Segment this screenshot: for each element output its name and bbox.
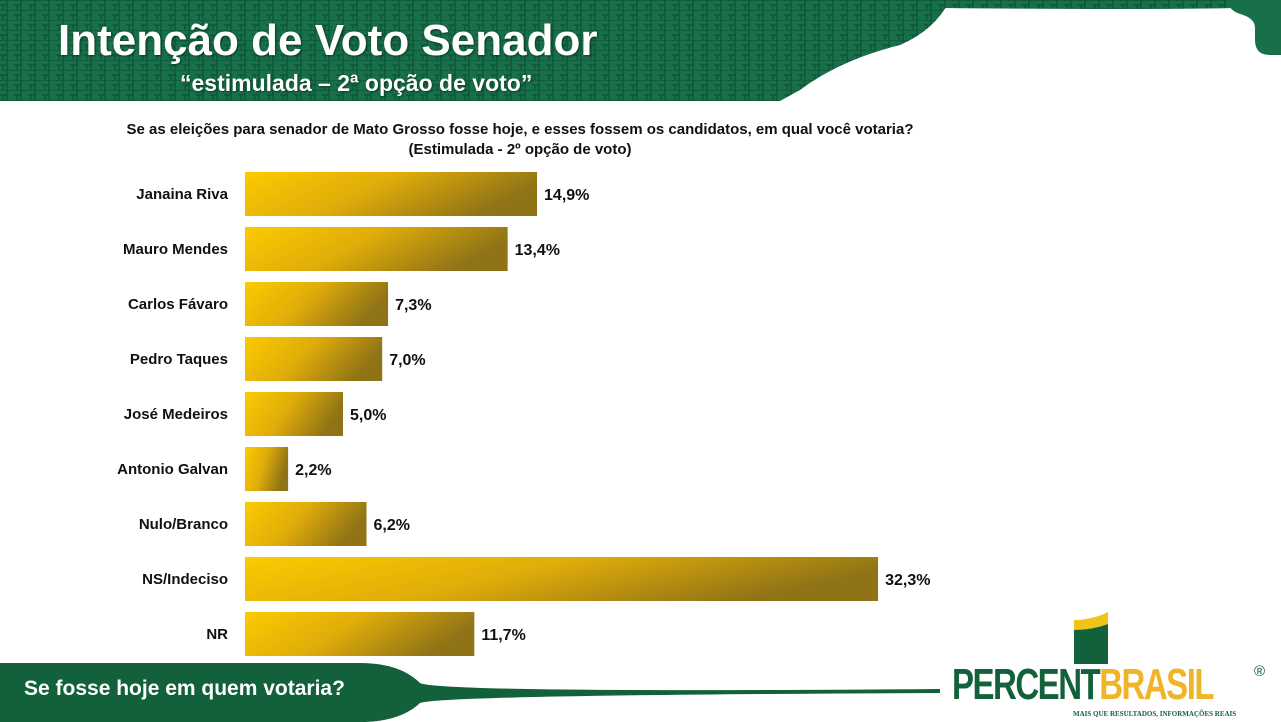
category-label: NR xyxy=(206,626,228,643)
data-label: 7,0% xyxy=(389,352,425,369)
logo-tagline: MAIS QUE RESULTADOS, INFORMAÇÕES REAIS xyxy=(1073,710,1237,718)
data-label: 13,4% xyxy=(515,242,560,259)
category-label: Carlos Fávaro xyxy=(128,296,228,313)
bar xyxy=(245,502,367,546)
logo-part1: PERCENT xyxy=(952,660,1101,709)
category-label: Pedro Taques xyxy=(130,351,228,368)
logo-part2: BRASIL xyxy=(1099,660,1214,709)
category-label: NS/Indeciso xyxy=(142,571,228,588)
data-label: 11,7% xyxy=(481,627,525,644)
bar xyxy=(245,612,475,656)
bar xyxy=(245,557,879,601)
data-label: 7,3% xyxy=(395,297,431,314)
bar-chart: Janaina Riva 14,9% Mauro Mendes 13,4% Carlos… xyxy=(117,172,930,656)
bar xyxy=(245,392,343,436)
data-label: 6,2% xyxy=(374,517,410,534)
category-label: Nulo/Branco xyxy=(139,516,228,533)
page-subtitle: “estimulada – 2ª opção de voto” xyxy=(180,70,533,96)
data-label: 32,3% xyxy=(885,572,930,589)
bar xyxy=(245,172,538,216)
registered-mark: ® xyxy=(1254,663,1266,680)
bar xyxy=(245,227,508,271)
bar xyxy=(245,447,289,491)
percentbrasil-logo: PERCENTBRASIL xyxy=(952,663,1215,707)
category-label: Mauro Mendes xyxy=(123,241,228,258)
footer-banner xyxy=(0,663,940,722)
data-label: 2,2% xyxy=(295,462,331,479)
category-label: José Medeiros xyxy=(124,406,228,423)
category-label: Janaina Riva xyxy=(136,186,228,203)
header-banner xyxy=(0,0,1281,101)
page-title: Intenção de Voto Senador xyxy=(58,16,598,65)
bar xyxy=(245,337,383,381)
footer-text: Se fosse hoje em quem votaria? xyxy=(24,677,345,700)
bar xyxy=(245,282,389,326)
logo-icon xyxy=(1074,612,1108,664)
chart-title: Se as eleições para senador de Mato Gros… xyxy=(126,121,914,158)
data-label: 5,0% xyxy=(350,407,386,424)
data-label: 14,9% xyxy=(544,187,589,204)
category-label: Antonio Galvan xyxy=(117,461,228,478)
